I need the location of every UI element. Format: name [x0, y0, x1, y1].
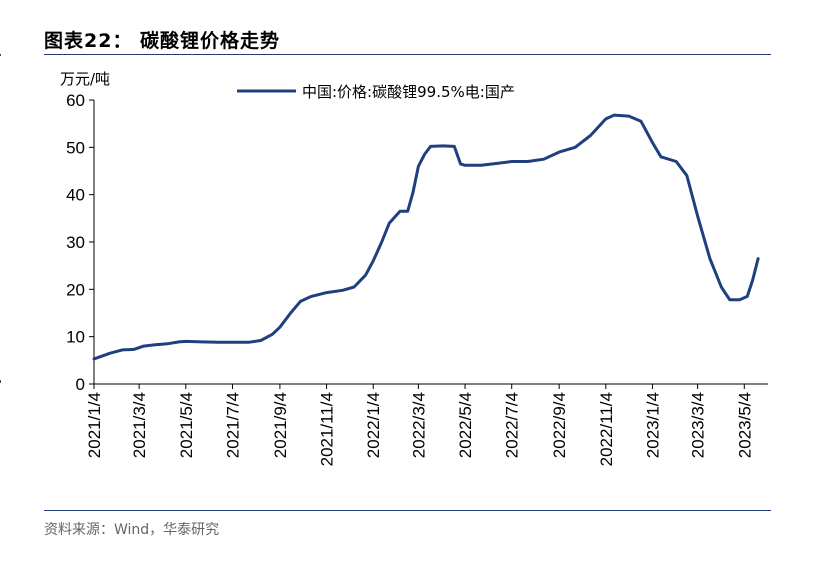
chart-legend: 中国:价格:碳酸锂99.5%电:国产 [237, 83, 515, 101]
x-tick-label: 2021/3/4 [130, 392, 149, 458]
top-rule [44, 54, 771, 55]
x-tick-label: 2021/7/4 [223, 392, 242, 458]
x-tick-label: 2023/5/4 [735, 392, 754, 458]
x-tick-label: 2022/7/4 [503, 392, 522, 458]
bottom-rule [44, 510, 771, 511]
y-tick-label: 40 [66, 186, 85, 205]
x-tick-label: 2022/1/4 [364, 392, 383, 458]
x-tick-label: 2021/5/4 [177, 392, 196, 458]
left-edge-mark [0, 54, 1, 56]
x-tick-label: 2023/3/4 [689, 392, 708, 458]
y-tick-label: 0 [76, 375, 85, 394]
x-tick-label: 2021/11/4 [318, 392, 337, 466]
x-tick-label: 2022/5/4 [456, 392, 475, 458]
x-tick-label: 2021/9/4 [271, 392, 290, 458]
source-note: 资料来源：Wind，华泰研究 [44, 522, 220, 538]
x-tick-label: 2022/11/4 [597, 392, 616, 466]
legend-label: 中国:价格:碳酸锂99.5%电:国产 [302, 83, 515, 101]
y-tick-label: 30 [66, 233, 85, 252]
figure-title: 图表22： 碳酸锂价格走势 [44, 30, 281, 52]
y-axis-unit-label: 万元/吨 [60, 70, 110, 88]
y-tick-label: 10 [66, 328, 85, 347]
x-tick-label: 2023/1/4 [643, 392, 662, 458]
y-tick-label: 50 [66, 138, 85, 157]
series-line [92, 113, 760, 361]
y-tick-label: 20 [66, 280, 85, 299]
x-tick-label: 2022/3/4 [409, 392, 428, 458]
y-tick-label: 60 [66, 91, 85, 110]
x-tick-label: 2021/1/4 [85, 392, 104, 458]
left-edge-mark [0, 380, 1, 383]
x-tick-label: 2022/9/4 [550, 392, 569, 458]
